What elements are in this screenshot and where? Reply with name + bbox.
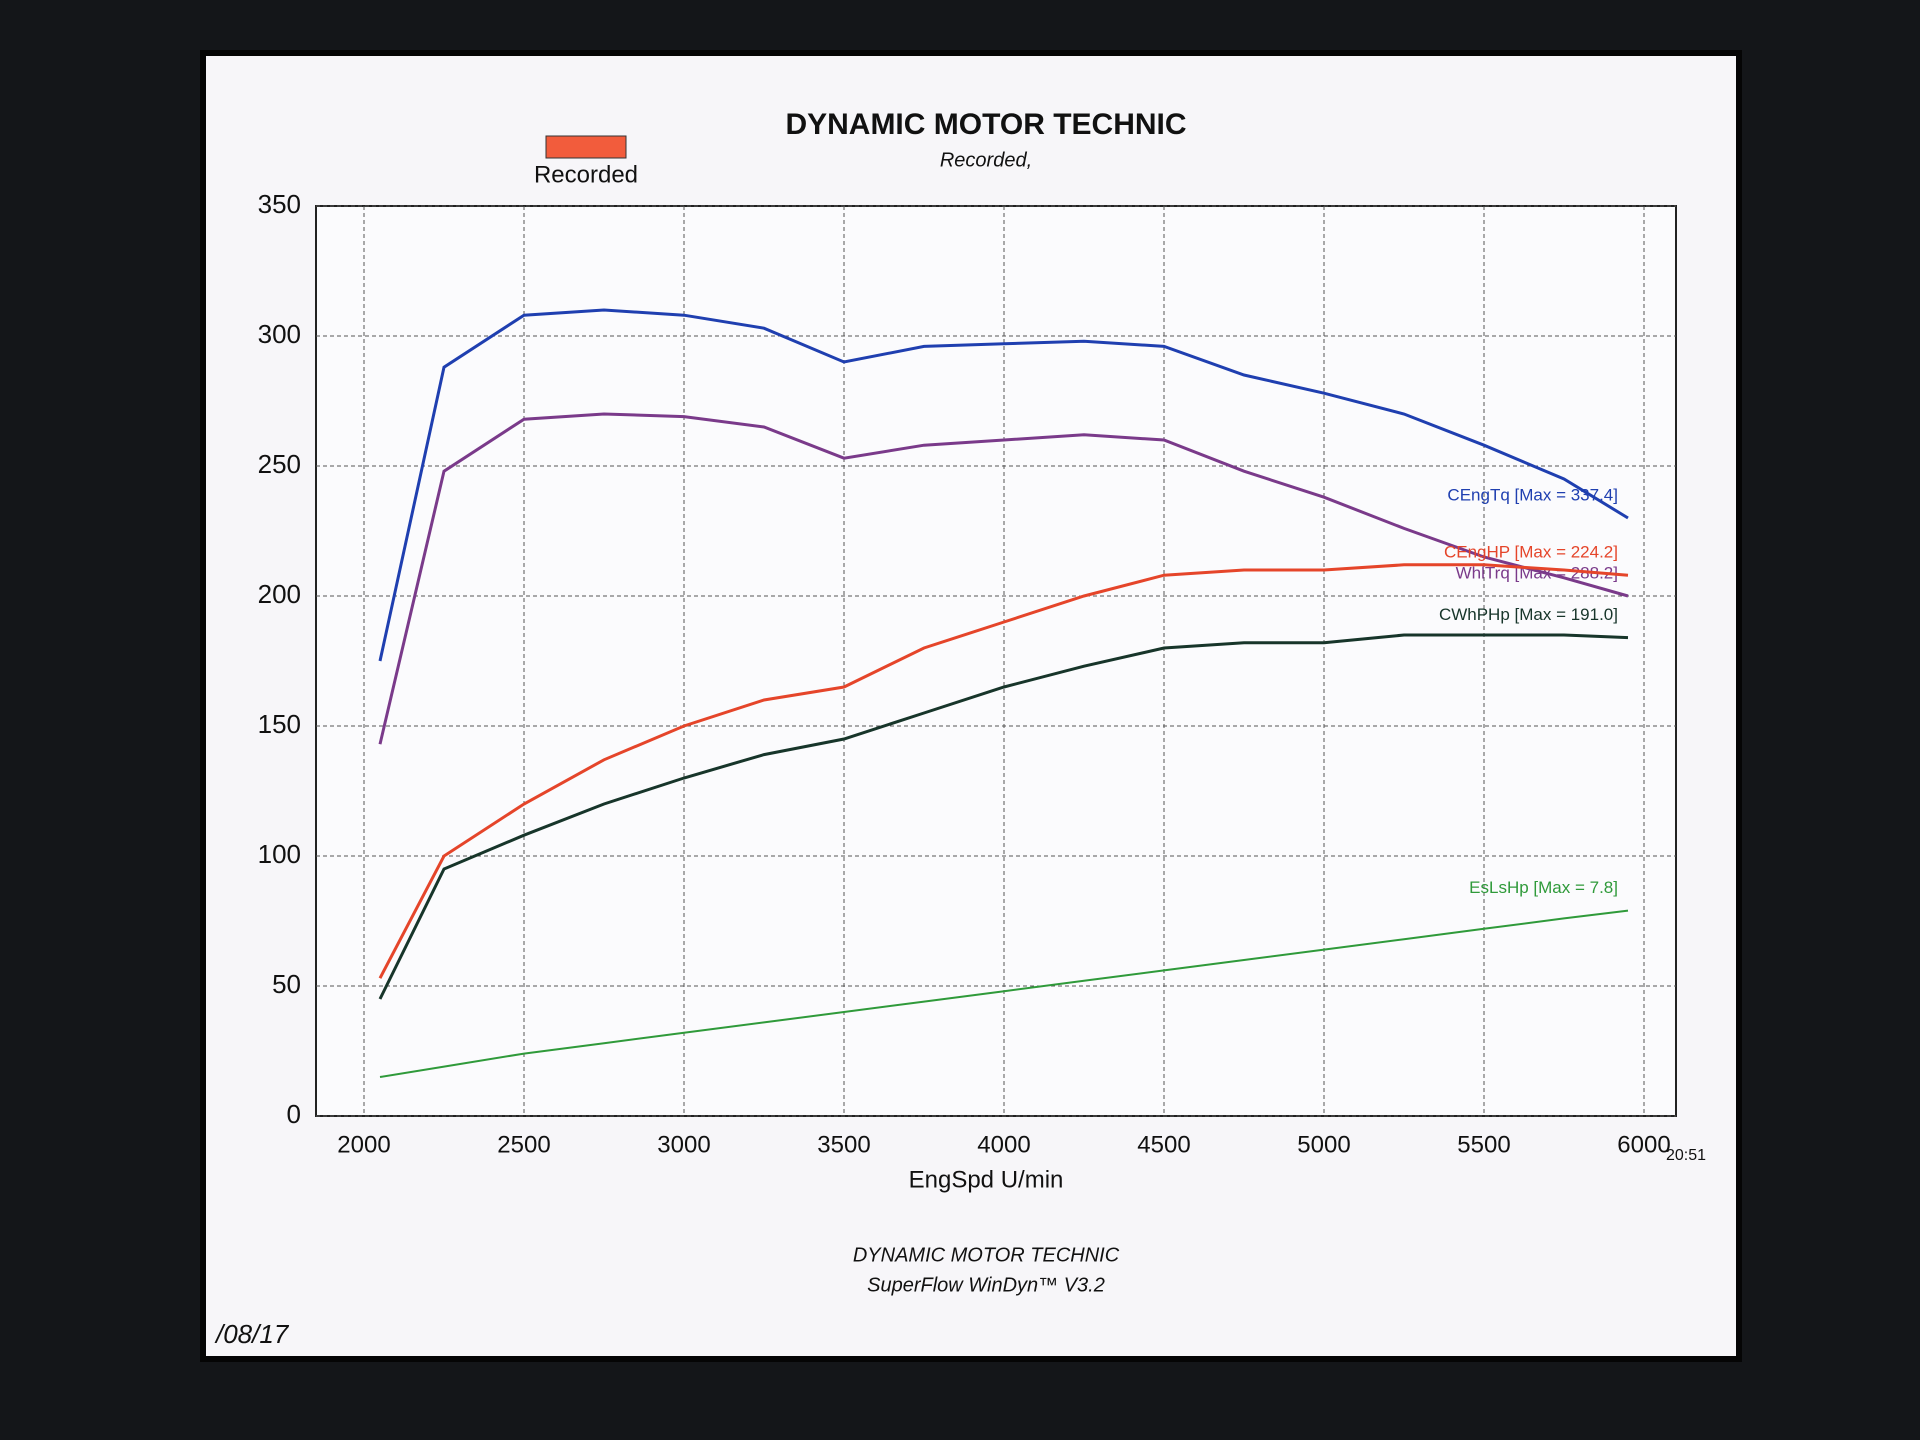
x-tick-label: 5500	[1457, 1131, 1510, 1158]
footer-line: SuperFlow WinDyn™ V3.2	[867, 1274, 1105, 1296]
x-tick-label: 3000	[657, 1131, 710, 1158]
y-tick-label: 50	[272, 969, 301, 999]
date: /08/17	[214, 1319, 290, 1349]
series-label: CEngHP [Max = 224.2]	[1444, 543, 1618, 562]
y-tick-label: 350	[258, 189, 301, 219]
x-tick-label: 3500	[817, 1131, 870, 1158]
x-axis-label: EngSpd U/min	[909, 1166, 1064, 1193]
series-label: CWhPHp [Max = 191.0]	[1439, 605, 1618, 624]
screen: DYNAMIC MOTOR TECHNIC Recorded, Recorded…	[200, 50, 1742, 1362]
y-tick-label: 250	[258, 449, 301, 479]
series-label: WhlTrq [Max = 288.2]	[1456, 563, 1618, 582]
series-line	[378, 563, 1629, 979]
series-label: EsLsHp [Max = 7.8]	[1469, 878, 1618, 897]
legend-swatch	[545, 135, 627, 159]
x-tick-label: 2000	[337, 1131, 390, 1158]
series-line	[378, 633, 1629, 1000]
clock: 20:51	[1666, 1147, 1706, 1164]
y-tick-label: 150	[258, 709, 301, 739]
y-tick-label: 300	[258, 319, 301, 349]
x-tick-label: 2500	[497, 1131, 550, 1158]
plot-area	[315, 205, 1677, 1117]
legend-label: Recorded	[534, 161, 638, 188]
series-line	[378, 308, 1629, 662]
chart: DYNAMIC MOTOR TECHNIC Recorded, Recorded…	[214, 108, 1706, 1349]
chart-title: DYNAMIC MOTOR TECHNIC	[785, 108, 1186, 141]
x-tick-label: 4000	[977, 1131, 1030, 1158]
series-line	[379, 909, 1629, 1078]
footer-line: DYNAMIC MOTOR TECHNIC	[853, 1244, 1120, 1266]
x-tick-label: 6000	[1617, 1131, 1670, 1158]
y-tick-label: 0	[287, 1099, 301, 1129]
y-tick-label: 100	[258, 839, 301, 869]
x-tick-label: 5000	[1297, 1131, 1350, 1158]
chart-subtitle: Recorded,	[940, 149, 1032, 171]
series-line	[378, 412, 1629, 745]
series-label: CEngTq [Max = 337.4]	[1447, 485, 1618, 504]
y-tick-label: 200	[258, 579, 301, 609]
x-tick-label: 4500	[1137, 1131, 1190, 1158]
